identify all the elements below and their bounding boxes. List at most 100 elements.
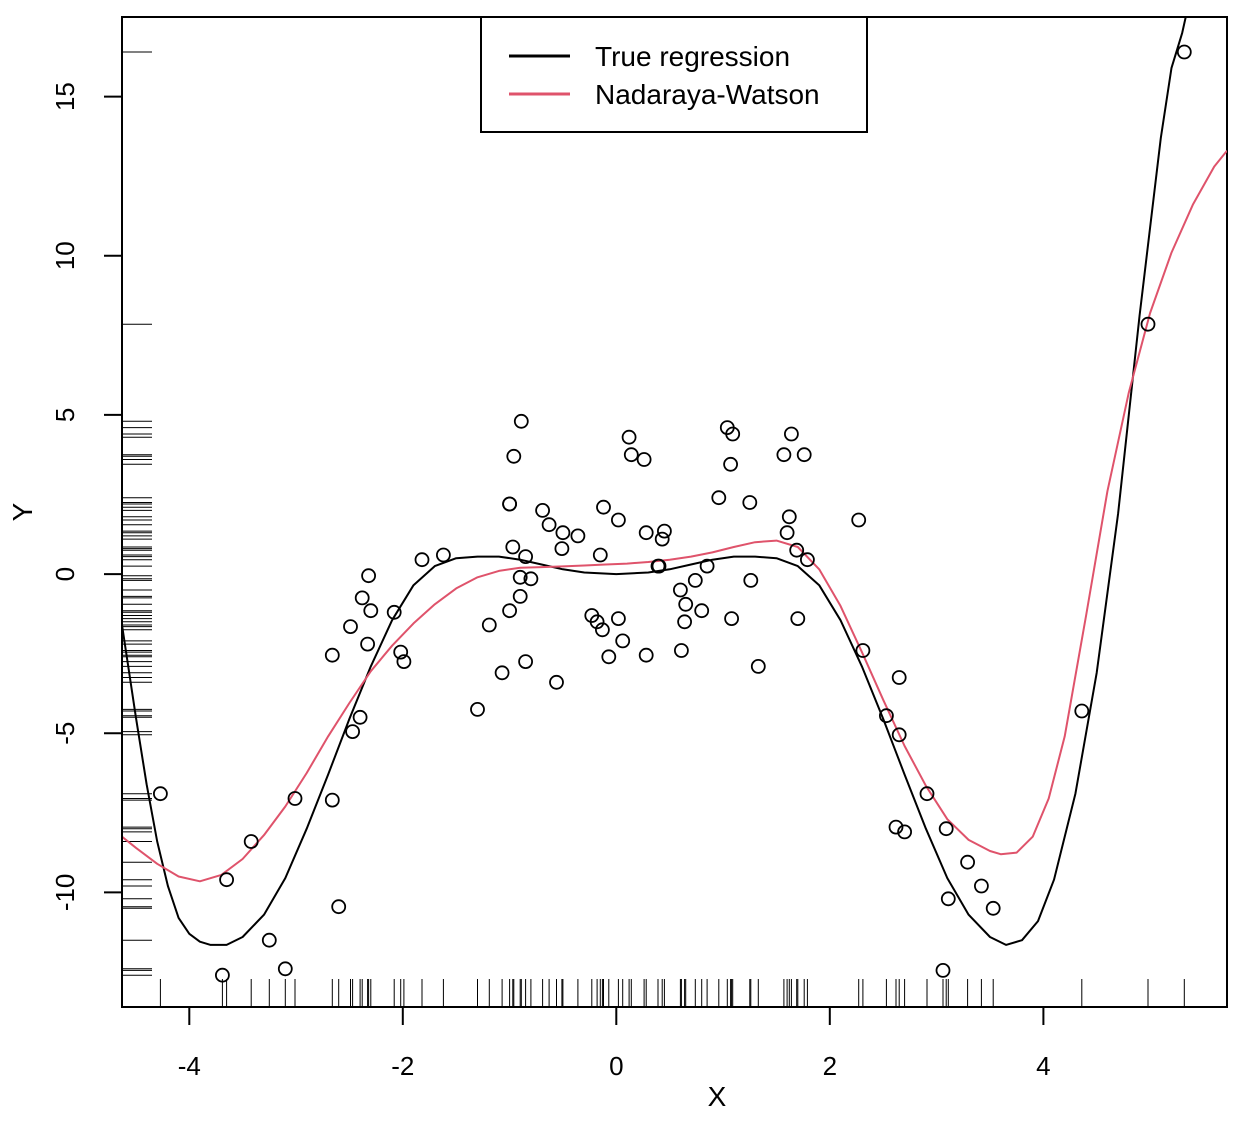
- data-point: [724, 611, 739, 626]
- y-rug: [122, 51, 152, 976]
- series-line-nadaraya-watson: [122, 150, 1227, 883]
- data-point: [935, 963, 951, 978]
- data-point: [621, 429, 637, 445]
- legend-label-nadaraya-watson: Nadaraya-Watson: [595, 79, 820, 110]
- data-point: [435, 547, 451, 563]
- data-point: [505, 539, 521, 555]
- plot-frame: [121, 16, 1228, 1008]
- data-point: [595, 622, 610, 638]
- data-point: [1074, 703, 1090, 719]
- data-point: [678, 596, 694, 612]
- x-tick-label: -4: [178, 1051, 201, 1081]
- data-point: [1176, 44, 1192, 60]
- data-point: [615, 633, 631, 649]
- y-tick-label: -5: [50, 722, 80, 745]
- data-point: [742, 495, 758, 510]
- legend: True regression Nadaraya-Watson: [480, 16, 868, 133]
- x-tick-label: 0: [609, 1051, 623, 1081]
- data-point: [570, 528, 586, 544]
- data-point: [796, 447, 812, 463]
- data-point: [1140, 316, 1156, 332]
- data-point: [343, 619, 358, 634]
- data-point: [743, 573, 759, 588]
- data-point: [393, 644, 409, 660]
- data-point: [790, 611, 806, 626]
- data-point: [589, 614, 605, 630]
- y-axis-label: Y: [7, 502, 38, 521]
- data-point: [776, 447, 792, 463]
- data-point: [638, 525, 654, 541]
- data-point: [687, 573, 703, 588]
- data-point: [855, 643, 871, 658]
- data-point: [541, 517, 557, 533]
- data-point: [779, 525, 795, 541]
- series-line-true-regression: [122, 17, 1187, 946]
- x-tick-label: 2: [823, 1051, 837, 1081]
- data-point: [214, 967, 230, 983]
- data-point: [555, 525, 571, 541]
- y-tick-label: 10: [50, 241, 80, 270]
- data-point: [657, 523, 672, 539]
- data-point: [638, 647, 654, 663]
- data-point: [354, 590, 370, 606]
- x-rug: [159, 979, 1185, 1007]
- data-point: [592, 547, 608, 563]
- data-point: [363, 603, 379, 619]
- data-point: [596, 499, 611, 515]
- data-point: [677, 614, 692, 630]
- data-point: [331, 899, 347, 915]
- data-point: [518, 654, 533, 669]
- data-point: [219, 872, 235, 888]
- data-point: [554, 541, 570, 556]
- data-point: [502, 603, 518, 619]
- data-point: [654, 531, 670, 547]
- data-point: [601, 649, 617, 665]
- data-point: [974, 878, 989, 894]
- data-point: [396, 654, 412, 669]
- data-point: [800, 552, 815, 568]
- data-point: [891, 727, 907, 743]
- data-point: [494, 665, 510, 681]
- x-tick-label: 4: [1036, 1051, 1050, 1081]
- x-axis: -4 -2 0 2 4: [178, 1006, 1051, 1081]
- data-point: [781, 509, 797, 525]
- data-point: [535, 502, 550, 518]
- data-point: [960, 854, 975, 870]
- legend-label-true-regression: True regression: [595, 41, 790, 72]
- data-point: [513, 413, 529, 429]
- data-point: [518, 549, 533, 564]
- data-point: [711, 490, 727, 506]
- y-axis: -10 -5 0 5 10 15: [50, 82, 123, 912]
- data-point: [694, 603, 710, 619]
- data-point: [750, 659, 766, 674]
- data-point: [879, 708, 894, 724]
- data-point: [784, 426, 799, 442]
- data-point: [897, 824, 912, 840]
- data-point: [243, 834, 259, 849]
- x-tick-label: -2: [391, 1051, 414, 1081]
- data-point: [360, 636, 376, 652]
- data-point: [938, 821, 954, 837]
- data-point: [611, 611, 626, 626]
- y-tick-label: -10: [50, 874, 80, 912]
- data-point: [261, 932, 277, 948]
- y-tick-label: 5: [50, 408, 80, 422]
- y-tick-label: 0: [50, 567, 80, 581]
- data-point: [725, 426, 741, 442]
- data-point: [699, 558, 715, 574]
- data-points: [152, 44, 1192, 983]
- data-point: [888, 819, 904, 835]
- legend-box: [480, 16, 868, 133]
- data-point: [651, 558, 667, 574]
- data-point: [549, 674, 564, 690]
- data-point: [345, 724, 361, 739]
- data-point: [512, 569, 528, 585]
- data-point: [851, 512, 867, 528]
- data-point: [152, 786, 168, 802]
- data-point: [512, 589, 528, 604]
- data-point: [940, 891, 956, 907]
- data-point: [891, 670, 907, 685]
- data-point: [623, 447, 639, 463]
- data-point: [673, 582, 688, 598]
